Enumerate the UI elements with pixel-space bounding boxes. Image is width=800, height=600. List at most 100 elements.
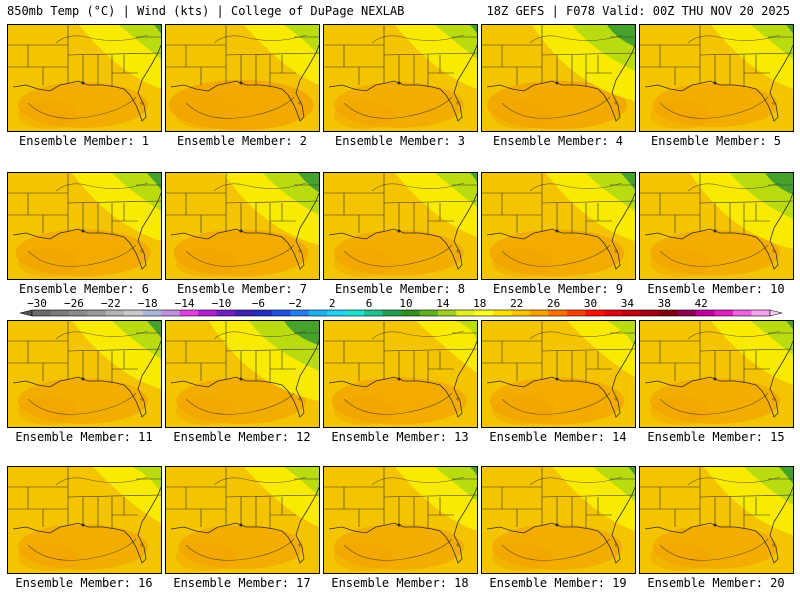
ensemble-map-panel <box>165 320 320 428</box>
colorbar-left-arrow <box>19 309 33 317</box>
ensemble-map-panel <box>165 24 320 132</box>
colorbar-segment <box>733 310 752 316</box>
colorbar-segment <box>437 310 457 316</box>
ensemble-member-label: Ensemble Member: 1 <box>18 134 150 148</box>
ensemble-member-label: Ensemble Member: 15 <box>647 430 785 444</box>
colorbar-tick-label: 14 <box>436 297 450 310</box>
ensemble-map-panel <box>639 172 794 280</box>
ensemble-map-panel <box>323 466 478 574</box>
colorbar-segment <box>253 310 273 316</box>
colorbar-segment <box>751 310 771 316</box>
temperature-colorbar: −30 −26 −22 −18 −14 −10 −6 −2 2 6 10 14 18 22 26 30 34 38… <box>19 297 783 317</box>
ensemble-member-label: Ensemble Member: 6 <box>18 282 150 296</box>
colorbar-tick-label: 26 <box>547 297 560 310</box>
ensemble-map-panel <box>7 24 162 132</box>
colorbar-segment <box>548 310 568 316</box>
ensemble-member-label: Ensemble Member: 17 <box>173 576 311 590</box>
colorbar-segment <box>124 310 143 316</box>
colorbar-segment <box>659 310 679 316</box>
colorbar-segment <box>271 310 291 316</box>
colorbar-segment <box>714 310 734 316</box>
colorbar-segment <box>474 310 494 316</box>
ensemble-member-label: Ensemble Member: 5 <box>650 134 782 148</box>
colorbar-segment <box>32 310 51 316</box>
ensemble-member-label: Ensemble Member: 7 <box>176 282 308 296</box>
ensemble-member-label: Ensemble Member: 20 <box>647 576 785 590</box>
ensemble-map-panel <box>639 24 794 132</box>
colorbar-tick-label: 6 <box>366 297 373 310</box>
colorbar-segment <box>290 310 310 316</box>
ensemble-member-label: Ensemble Member: 12 <box>173 430 311 444</box>
ensemble-member-label: Ensemble Member: 9 <box>492 282 624 296</box>
colorbar-tick-label: −26 <box>64 297 84 310</box>
colorbar-segment <box>327 310 346 316</box>
ensemble-member-label: Ensemble Member: 18 <box>331 576 469 590</box>
ensemble-map-panel <box>639 466 794 574</box>
colorbar-tick-label: −10 <box>212 297 232 310</box>
colorbar-tick-label: −14 <box>175 297 195 310</box>
colorbar-segment <box>50 310 70 316</box>
colorbar-segment <box>677 310 697 316</box>
colorbar-segment <box>198 310 217 316</box>
ensemble-member-label: Ensemble Member: 2 <box>176 134 308 148</box>
ensemble-map-panel <box>481 320 636 428</box>
colorbar-segment <box>640 310 660 316</box>
colorbar-tick-label: −30 <box>27 297 47 310</box>
ensemble-map-panel <box>7 466 162 574</box>
ensemble-map-panel <box>323 320 478 428</box>
colorbar-tick-label: −22 <box>101 297 121 310</box>
colorbar-segment <box>511 310 531 316</box>
colorbar-segment <box>216 310 236 316</box>
ensemble-map-panel <box>7 320 162 428</box>
ensemble-member-label: Ensemble Member: 11 <box>15 430 153 444</box>
colorbar-segment <box>87 310 107 316</box>
ensemble-map-panel <box>7 172 162 280</box>
colorbar-segment <box>696 310 715 316</box>
colorbar-tick-label: 18 <box>473 297 486 310</box>
valid-time: 18Z GEFS | F078 Valid: 00Z THU NOV 20 20… <box>486 4 790 18</box>
ensemble-map-panel <box>165 466 320 574</box>
ensemble-map-panel <box>639 320 794 428</box>
ensemble-map-panel <box>323 172 478 280</box>
ensemble-map-panel <box>323 24 478 132</box>
colorbar-segment <box>622 310 642 316</box>
ensemble-map-panel <box>481 466 636 574</box>
ensemble-map-panel <box>165 172 320 280</box>
colorbar-segment <box>345 310 365 316</box>
colorbar-tick-label: 34 <box>621 297 635 310</box>
colorbar-segment <box>382 310 402 316</box>
colorbar-segment <box>530 310 549 316</box>
ensemble-member-label: Ensemble Member: 3 <box>334 134 466 148</box>
colorbar-tick-label: 10 <box>399 297 412 310</box>
colorbar-segment <box>567 310 586 316</box>
colorbar-segment <box>234 310 254 316</box>
colorbar-tick-label: 2 <box>329 297 336 310</box>
colorbar-segment <box>364 310 383 316</box>
ensemble-member-label: Ensemble Member: 10 <box>647 282 785 296</box>
map-title: 850mb Temp (°C) | Wind (kts) | College o… <box>7 4 405 18</box>
colorbar-segment <box>493 310 512 316</box>
colorbar-tick-label: −18 <box>138 297 158 310</box>
colorbar-tick-label: 22 <box>510 297 523 310</box>
colorbar-segment <box>419 310 439 316</box>
ensemble-member-label: Ensemble Member: 14 <box>489 430 627 444</box>
colorbar-tick-label: −2 <box>289 297 302 310</box>
colorbar-segment <box>142 310 162 316</box>
colorbar-segment <box>585 310 605 316</box>
colorbar-segment <box>456 310 476 316</box>
ensemble-member-label: Ensemble Member: 13 <box>331 430 469 444</box>
colorbar-segment <box>308 310 328 316</box>
colorbar-tick-label: −6 <box>252 297 265 310</box>
ensemble-map-panel <box>481 24 636 132</box>
ensemble-map-panel <box>481 172 636 280</box>
ensemble-member-label: Ensemble Member: 19 <box>489 576 627 590</box>
colorbar-tick-label: 42 <box>695 297 708 310</box>
colorbar-segment <box>603 310 623 316</box>
colorbar-tick-label: 30 <box>584 297 597 310</box>
colorbar-segment <box>401 310 420 316</box>
ensemble-member-label: Ensemble Member: 4 <box>492 134 624 148</box>
colorbar-segment <box>179 310 199 316</box>
colorbar-segment <box>161 310 180 316</box>
colorbar-right-arrow <box>769 309 783 317</box>
ensemble-member-label: Ensemble Member: 8 <box>334 282 466 296</box>
